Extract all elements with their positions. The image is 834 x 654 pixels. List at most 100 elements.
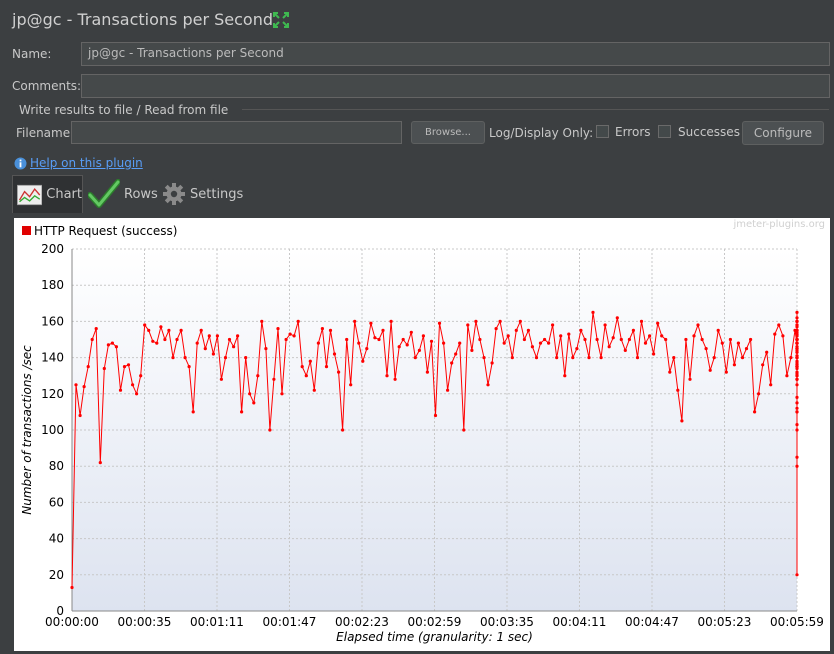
data-point bbox=[744, 347, 749, 351]
data-point bbox=[199, 328, 203, 332]
data-point bbox=[454, 352, 458, 356]
data-point bbox=[147, 328, 151, 332]
data-point bbox=[736, 341, 741, 345]
data-point bbox=[555, 356, 559, 360]
comments-label: Comments: bbox=[12, 79, 82, 93]
data-point bbox=[664, 337, 668, 342]
data-point bbox=[538, 341, 543, 345]
tab-settings[interactable]: Settings bbox=[162, 175, 243, 213]
browse-button[interactable]: Browse... bbox=[411, 121, 485, 144]
help-link[interactable]: Help on this plugin bbox=[30, 156, 143, 170]
data-point bbox=[498, 319, 502, 323]
filename-field[interactable] bbox=[71, 121, 402, 144]
data-point bbox=[413, 356, 417, 360]
configure-button[interactable]: Configure bbox=[742, 121, 824, 145]
data-point bbox=[761, 363, 765, 367]
data-point bbox=[474, 319, 478, 323]
data-point bbox=[397, 345, 401, 349]
data-point bbox=[292, 334, 296, 338]
errors-checkbox[interactable] bbox=[596, 125, 609, 138]
x-tick-label: 00:01:11 bbox=[190, 615, 244, 629]
expand-icon[interactable] bbox=[272, 11, 290, 29]
checkmark-icon bbox=[88, 179, 120, 208]
data-point bbox=[260, 319, 264, 323]
data-point bbox=[377, 337, 381, 342]
data-point bbox=[268, 428, 272, 432]
data-point bbox=[365, 347, 369, 351]
data-point bbox=[417, 348, 421, 352]
data-point bbox=[753, 410, 757, 414]
data-point bbox=[248, 392, 252, 396]
data-point bbox=[118, 388, 123, 392]
data-point bbox=[393, 377, 397, 381]
data-point bbox=[599, 356, 603, 360]
data-point bbox=[623, 348, 627, 352]
x-tick-label: 00:00:35 bbox=[118, 615, 172, 629]
filename-label: Filename bbox=[16, 126, 71, 140]
y-tick-label: 160 bbox=[41, 314, 64, 328]
data-point bbox=[795, 370, 799, 374]
data-point bbox=[381, 328, 385, 332]
data-point bbox=[696, 323, 700, 327]
data-point bbox=[571, 356, 575, 360]
data-point bbox=[579, 328, 583, 332]
data-point bbox=[442, 341, 446, 345]
data-point bbox=[211, 352, 215, 356]
data-point bbox=[526, 328, 531, 332]
data-point bbox=[486, 383, 490, 387]
tab-chart[interactable]: Chart bbox=[12, 175, 83, 213]
data-point bbox=[171, 356, 175, 360]
x-tick-label: 00:05:23 bbox=[698, 615, 752, 629]
x-tick-label: 00:02:23 bbox=[335, 615, 389, 629]
data-point bbox=[227, 337, 232, 342]
data-point bbox=[425, 370, 429, 374]
legend-swatch bbox=[22, 226, 31, 235]
data-point bbox=[244, 356, 248, 360]
y-tick-label: 40 bbox=[49, 532, 64, 546]
data-point bbox=[126, 363, 131, 367]
y-tick-label: 60 bbox=[49, 495, 64, 509]
data-point bbox=[795, 347, 799, 351]
data-point bbox=[401, 337, 405, 342]
data-point bbox=[795, 337, 799, 342]
data-point bbox=[94, 327, 98, 331]
x-tick-label: 00:05:59 bbox=[770, 615, 824, 629]
tab-rows-label: Rows bbox=[124, 186, 158, 202]
watermark-text: jmeter-plugins.org bbox=[732, 219, 825, 230]
data-point bbox=[506, 334, 510, 338]
data-point bbox=[795, 323, 799, 327]
data-point bbox=[631, 328, 636, 332]
data-point bbox=[514, 328, 518, 332]
tab-rows[interactable]: Rows bbox=[88, 175, 158, 213]
data-point bbox=[385, 374, 389, 378]
successes-checkbox[interactable] bbox=[658, 125, 671, 138]
name-field[interactable]: jp@gc - Transactions per Second bbox=[81, 42, 830, 66]
data-point bbox=[151, 339, 155, 343]
data-point bbox=[433, 413, 438, 418]
data-point bbox=[345, 337, 349, 342]
data-point bbox=[603, 323, 607, 327]
data-point bbox=[320, 327, 324, 331]
data-point bbox=[349, 383, 353, 387]
data-point bbox=[724, 370, 728, 374]
data-point bbox=[777, 323, 781, 327]
data-point bbox=[300, 365, 304, 369]
data-point bbox=[643, 341, 648, 345]
comments-field[interactable] bbox=[81, 74, 830, 98]
data-point bbox=[522, 337, 526, 342]
data-point bbox=[236, 334, 240, 338]
data-point bbox=[276, 327, 280, 331]
info-icon bbox=[14, 157, 27, 170]
data-point bbox=[773, 332, 777, 336]
grid bbox=[72, 248, 798, 611]
y-tick-label: 100 bbox=[41, 423, 64, 437]
data-point bbox=[656, 321, 660, 325]
data-point bbox=[567, 332, 571, 336]
successes-label: Successes bbox=[678, 125, 740, 139]
data-point bbox=[607, 345, 611, 349]
data-point bbox=[252, 401, 256, 405]
data-point bbox=[676, 388, 680, 392]
series-line bbox=[71, 312, 798, 588]
data-point bbox=[240, 410, 244, 414]
series-http-request bbox=[70, 310, 799, 590]
